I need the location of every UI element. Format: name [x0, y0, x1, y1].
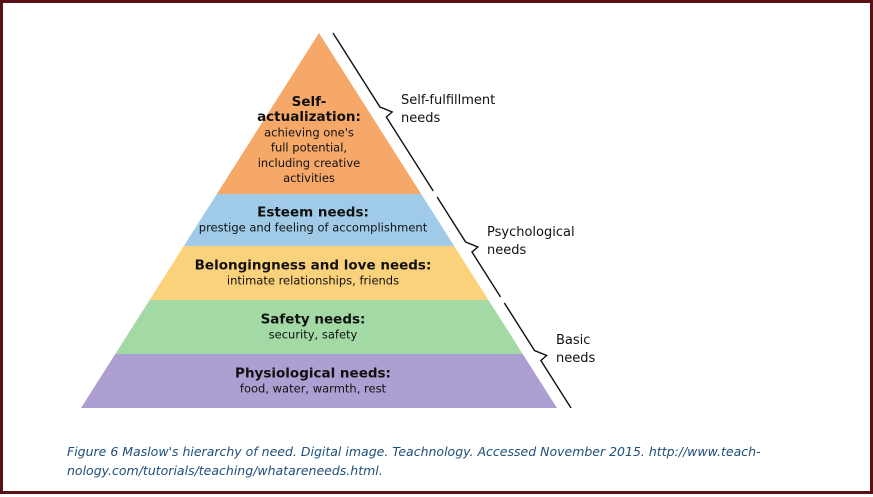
brace-basic: [503, 302, 572, 409]
tier-desc-line: including creative: [258, 156, 361, 170]
brace-self-fulfillment: [332, 32, 434, 192]
tier-title-line: Belongingness and love needs:: [195, 257, 432, 273]
tier-label-safety: Safety needs: security, safety: [261, 311, 366, 341]
tier-physiological: [81, 354, 557, 408]
pyramid-tier-labels: Self-actualization: achieving one's full p…: [195, 94, 432, 396]
tier-title-line: Safety needs:: [261, 311, 366, 327]
brace-psychological: [436, 196, 502, 298]
tier-title-line: Self-: [292, 94, 327, 110]
tier-label-physiological: Physiological needs: food, water, warmth,…: [235, 365, 391, 395]
group-label-basic: Basic needs: [556, 333, 595, 366]
group-braces: [332, 32, 572, 409]
maslow-pyramid-diagram: Self-actualization: achieving one's full p…: [81, 32, 595, 409]
tier-safety: [115, 300, 523, 354]
group-label-line: needs: [556, 351, 595, 366]
tier-desc-line: food, water, warmth, rest: [240, 382, 387, 396]
tier-desc-line: prestige and feeling of accomplishment: [199, 221, 428, 235]
tier-desc-line: achieving one's: [264, 125, 354, 139]
tier-title-line: Physiological needs:: [235, 365, 391, 381]
tier-belongingness: [149, 246, 489, 300]
group-label-line: needs: [401, 111, 440, 126]
tier-esteem: [183, 194, 455, 246]
tier-desc-line: full potential,: [271, 141, 347, 155]
group-label-line: Self-fulfillment: [401, 93, 495, 108]
group-label-psychological: Psychological needs: [487, 225, 575, 258]
group-label-line: needs: [487, 243, 526, 258]
tier-label-esteem: Esteem needs: prestige and feeling of acc…: [199, 204, 428, 234]
group-label-self-fulfillment: Self-fulfillment needs: [401, 93, 495, 126]
group-label-line: Psychological: [487, 225, 575, 240]
tier-desc-line: security, safety: [269, 328, 358, 342]
tier-desc-line: activities: [283, 171, 335, 185]
group-label-line: Basic: [556, 333, 590, 348]
tier-title-line: actualization:: [257, 109, 361, 125]
pyramid-tiers: [81, 33, 557, 408]
tier-title-line: Esteem needs:: [257, 204, 369, 220]
figure-caption: Figure 6 Maslow's hierarchy of need. Dig…: [67, 444, 761, 478]
tier-desc-line: intimate relationships, friends: [227, 274, 399, 288]
tier-label-self-actualization: Self-actualization: achieving one's full p…: [257, 94, 361, 185]
tier-self-actualization: [216, 33, 422, 194]
tier-label-belongingness: Belongingness and love needs: intimate re…: [195, 257, 432, 287]
